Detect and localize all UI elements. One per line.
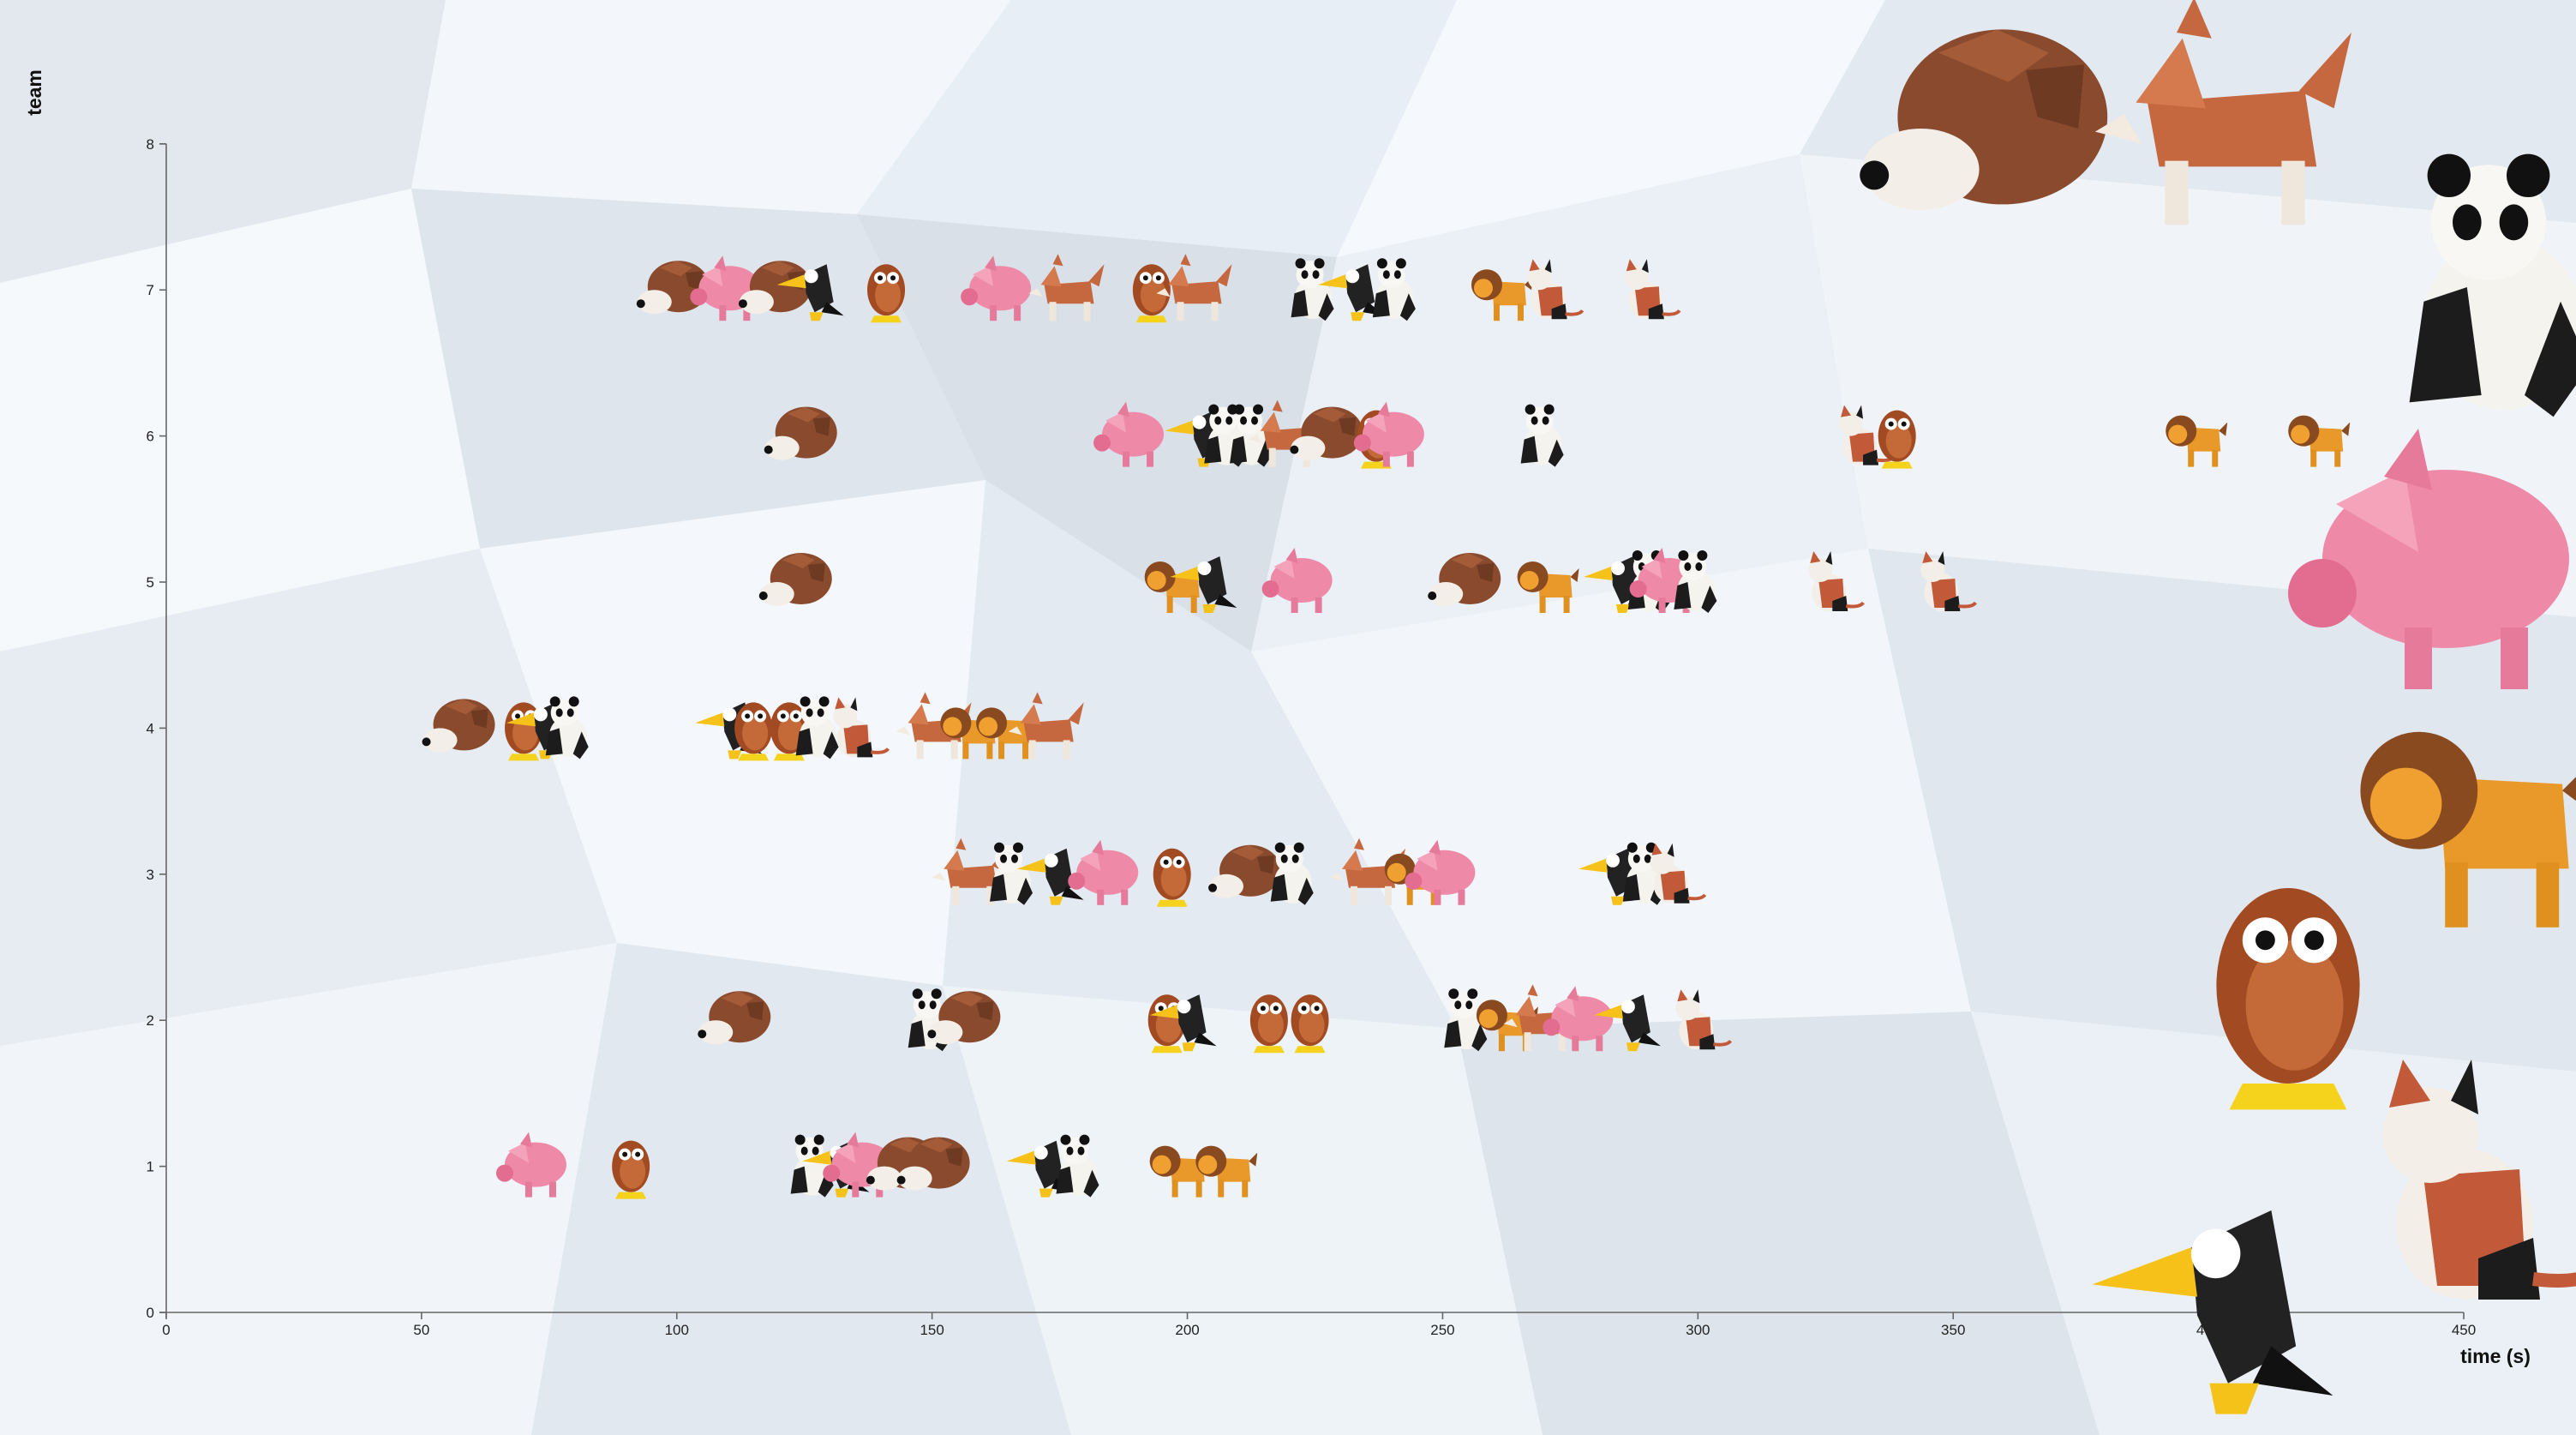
point-pig xyxy=(961,255,1032,321)
point-lion xyxy=(2166,415,2228,467)
x-tick-label: 300 xyxy=(1686,1322,1710,1338)
point-panda xyxy=(1372,258,1416,321)
x-tick-label: 0 xyxy=(162,1322,170,1338)
point-pig xyxy=(1543,986,1614,1052)
point-pig xyxy=(495,1132,566,1198)
point-owl xyxy=(867,264,906,323)
point-hedgehog xyxy=(422,699,495,753)
point-lion xyxy=(1195,1145,1258,1198)
x-axis-title: time (s) xyxy=(2460,1345,2531,1367)
point-lion xyxy=(2288,415,2351,467)
point-pig xyxy=(1068,839,1139,905)
y-tick-label: 8 xyxy=(147,136,154,153)
x-tick-label: 100 xyxy=(665,1322,689,1338)
x-tick-label: 200 xyxy=(1175,1322,1199,1338)
y-tick-label: 3 xyxy=(147,867,154,883)
point-cat xyxy=(831,695,890,760)
x-tick-label: 150 xyxy=(920,1322,944,1338)
y-tick-label: 4 xyxy=(147,720,154,736)
y-axis-title: team xyxy=(23,69,45,116)
x-tick-label: 400 xyxy=(2196,1322,2220,1338)
point-pig xyxy=(1353,401,1424,467)
y-tick-label: 6 xyxy=(147,429,154,445)
y-tick-label: 5 xyxy=(147,574,154,591)
point-cat xyxy=(1648,841,1707,905)
point-hedgehog xyxy=(1208,844,1282,898)
point-pig xyxy=(1261,548,1333,613)
point-hedgehog xyxy=(636,261,710,315)
point-hedgehog xyxy=(698,991,771,1045)
point-panda xyxy=(795,696,839,760)
point-cat xyxy=(1919,549,1978,613)
point-owl xyxy=(1153,848,1191,907)
x-tick-label: 250 xyxy=(1430,1322,1454,1338)
point-owl xyxy=(1249,994,1288,1054)
point-lion xyxy=(1471,269,1533,321)
point-fox xyxy=(1028,254,1105,321)
y-tick-label: 1 xyxy=(147,1159,154,1175)
point-panda xyxy=(1520,404,1564,467)
point-panda xyxy=(1291,258,1334,321)
point-owl xyxy=(1291,994,1329,1054)
point-pig xyxy=(1405,839,1476,905)
point-hedgehog xyxy=(758,553,832,606)
x-tick-label: 350 xyxy=(1941,1322,1965,1338)
x-tick-label: 450 xyxy=(2452,1322,2476,1338)
point-cat xyxy=(1525,257,1585,321)
point-owl xyxy=(612,1140,650,1199)
point-cat xyxy=(1674,988,1733,1052)
point-cat xyxy=(1622,257,1681,321)
point-panda xyxy=(990,842,1033,905)
point-panda xyxy=(1270,842,1314,905)
x-tick-label: 50 xyxy=(413,1322,429,1338)
point-hedgehog xyxy=(764,406,837,460)
y-tick-label: 0 xyxy=(147,1305,154,1321)
y-tick-label: 7 xyxy=(147,282,154,298)
point-panda xyxy=(1056,1134,1099,1198)
y-tick-label: 2 xyxy=(147,1012,154,1029)
point-cat xyxy=(1806,549,1866,613)
point-lion xyxy=(1517,561,1579,613)
point-pig xyxy=(1093,401,1165,467)
x-axis-line xyxy=(165,1312,2464,1318)
point-hedgehog xyxy=(1428,553,1501,606)
